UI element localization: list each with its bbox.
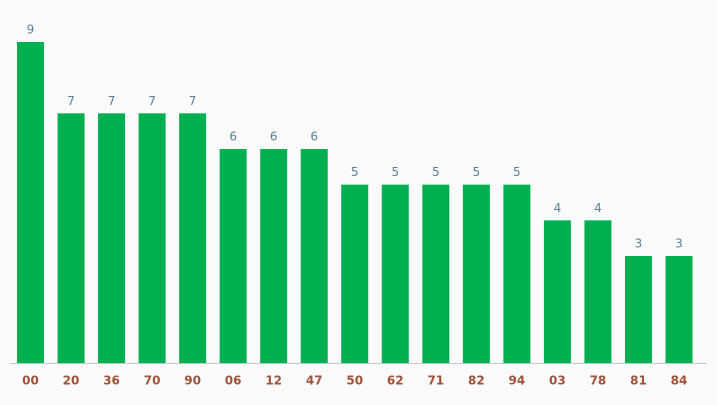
value-label: 7 [67, 94, 75, 108]
x-tick-label: 82 [468, 374, 485, 388]
bar [381, 184, 409, 363]
bar [503, 184, 531, 363]
x-tick-label: 03 [549, 374, 566, 388]
bar [422, 184, 450, 363]
bar [341, 184, 369, 363]
value-label: 4 [554, 201, 562, 215]
x-tick-label: 06 [225, 374, 242, 388]
bar [260, 149, 288, 363]
x-tick-label: 81 [630, 374, 647, 388]
bar [179, 113, 207, 363]
bar [98, 113, 126, 363]
value-label: 5 [351, 165, 359, 179]
value-label: 6 [270, 130, 278, 144]
x-tick-label: 20 [63, 374, 80, 388]
x-tick-label: 36 [103, 374, 120, 388]
x-tick-label: 12 [265, 374, 282, 388]
bar [462, 184, 490, 363]
value-label: 7 [148, 94, 156, 108]
value-label: 5 [473, 165, 481, 179]
bar [665, 256, 693, 363]
value-label: 9 [27, 23, 35, 37]
x-tick-label: 84 [671, 374, 688, 388]
x-tick-label: 47 [306, 374, 323, 388]
bar [17, 42, 44, 363]
value-label: 3 [635, 237, 643, 251]
value-label: 6 [310, 130, 318, 144]
bar [138, 113, 166, 363]
value-label: 6 [229, 130, 237, 144]
x-tick-label: 50 [346, 374, 363, 388]
bar [300, 149, 328, 363]
value-label: 5 [432, 165, 440, 179]
x-tick-label: 94 [509, 374, 526, 388]
bar [584, 220, 612, 363]
value-label: 4 [594, 201, 602, 215]
x-tick-label: 70 [144, 374, 161, 388]
bar [219, 149, 247, 363]
bar [57, 113, 85, 363]
x-tick-label: 00 [22, 374, 39, 388]
x-tick-label: 78 [590, 374, 607, 388]
bar [624, 256, 652, 363]
x-tick-label: 62 [387, 374, 404, 388]
value-label: 5 [513, 165, 521, 179]
bar [543, 220, 571, 363]
x-tick-label: 71 [427, 374, 444, 388]
value-label: 7 [108, 94, 116, 108]
value-label: 3 [675, 237, 683, 251]
value-label: 5 [391, 165, 399, 179]
x-tick-label: 90 [184, 374, 201, 388]
value-label: 7 [189, 94, 197, 108]
